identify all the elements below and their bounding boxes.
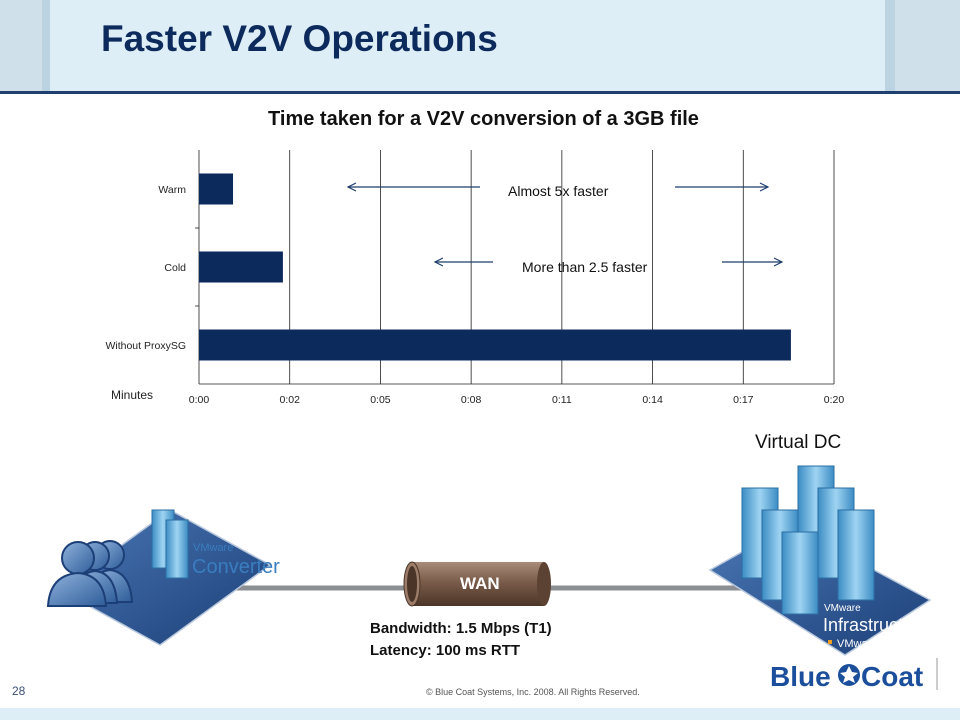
users-icon (46, 540, 134, 607)
category-label: Warm (158, 184, 186, 196)
x-tick-label: 0:05 (370, 394, 391, 406)
bar-warm (199, 173, 234, 205)
annotation-warm: Almost 5x faster (346, 182, 770, 199)
category-label: Without ProxySG (105, 340, 186, 352)
wan-label: WAN (460, 574, 500, 593)
footer-bar (0, 708, 960, 720)
x-tick-label: 0:02 (279, 394, 300, 406)
datacenter-site: VMware Infrastructure VMware ESX (708, 465, 932, 656)
x-tick-label: 0:08 (461, 394, 482, 406)
category-label: Cold (164, 262, 186, 274)
source-platform (58, 509, 272, 646)
category-labels: Warm Cold Without ProxySG (105, 184, 186, 352)
bandwidth-text: Bandwidth: 1.5 Mbps (T1) (370, 620, 552, 637)
converter-server-icon (151, 509, 189, 579)
x-tick-label: 0:00 (189, 394, 210, 406)
esx-bullet (828, 640, 832, 644)
bar-cold (199, 251, 283, 283)
annotation-cold: More than 2.5 faster (433, 257, 784, 275)
slide-title: Faster V2V Operations (101, 18, 498, 59)
infrastructure-product: Infrastructure (823, 615, 929, 635)
logo-coat: Coat (861, 661, 923, 692)
slide-header: Faster V2V Operations (0, 0, 960, 91)
arrow-head-right (773, 257, 784, 267)
converter-product: Converter (192, 556, 280, 578)
network-diagram: VMware Converter WAN VMware Infrastructu… (46, 465, 938, 692)
header-strip (0, 0, 42, 91)
chart-bars (199, 173, 791, 361)
arrow-head-left (433, 257, 444, 267)
header-strip (895, 0, 960, 91)
header-strip (885, 0, 895, 91)
annotation-label: Almost 5x faster (508, 183, 609, 199)
latency-text: Latency: 100 ms RTT (370, 642, 521, 659)
source-site: VMware Converter (46, 509, 280, 646)
page-number: 28 (12, 684, 26, 698)
x-tick-label: 0:14 (642, 394, 663, 406)
infrastructure-subproduct: VMware ESX (837, 638, 903, 650)
header-divider (0, 91, 960, 94)
arrow-head-left (346, 182, 357, 192)
bar-chart: Warm Cold Without ProxySG 0:00 0:02 0:05 0:08… (105, 150, 845, 406)
x-tick-label: 0:17 (733, 394, 754, 406)
infrastructure-brand: VMware (824, 603, 861, 614)
x-axis-label: Minutes (111, 388, 153, 402)
server-rack-icon (741, 465, 875, 615)
chart-title: Time taken for a V2V conversion of a 3GB… (268, 108, 699, 130)
wan-pipe: WAN (403, 561, 551, 607)
x-tick-label: 0:20 (824, 394, 845, 406)
blue-coat-logo: Blue Coat (770, 658, 938, 692)
virtual-dc-label: Virtual DC (755, 432, 842, 453)
copyright-text: © Blue Coat Systems, Inc. 2008. All Righ… (426, 687, 640, 697)
logo-blue: Blue (770, 661, 831, 692)
header-strip (42, 0, 50, 91)
tick-labels: 0:00 0:02 0:05 0:08 0:11 0:14 0:17 0:20 (189, 394, 845, 406)
arrow-head-right (759, 182, 770, 192)
x-tick-label: 0:11 (552, 394, 572, 406)
logo-star-icon (840, 666, 858, 683)
annotation-label: More than 2.5 faster (522, 259, 648, 275)
converter-brand: VMware (193, 542, 233, 554)
chart-grid (195, 150, 835, 385)
bar-without-proxysg (199, 329, 791, 361)
